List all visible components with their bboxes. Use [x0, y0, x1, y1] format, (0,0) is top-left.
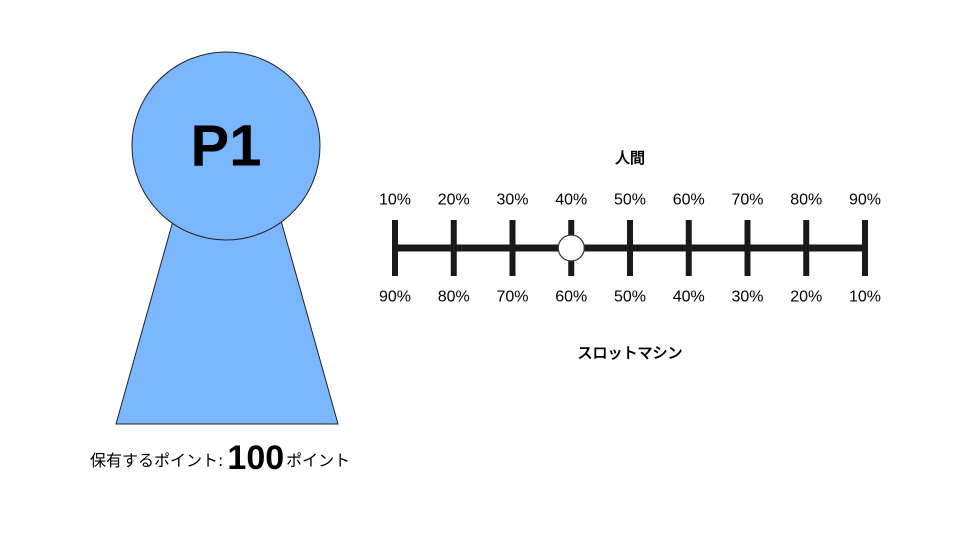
slot-machine-percent-label: 30%: [731, 289, 763, 306]
human-percent-label: 30%: [496, 192, 528, 209]
human-percent-label: 60%: [673, 192, 705, 209]
points-value: 100: [227, 439, 285, 477]
ratio-slider[interactable]: 10% 90% 20% 80% 30% 70% 40% 60% 50% 50% 60% 40% 70% 3…: [379, 192, 881, 306]
slot-machine-percent-label: 60%: [555, 289, 587, 306]
human-percent-label: 40%: [555, 192, 587, 209]
slot-machine-percent-label: 90%: [379, 289, 411, 306]
points-display: 保有するポイント: 100 ポイント: [90, 438, 350, 478]
human-axis-title: 人間: [615, 149, 645, 167]
human-percent-label: 80%: [790, 192, 822, 209]
slot-machine-axis-title: スロットマシン: [577, 344, 682, 362]
human-percent-label: 10%: [379, 192, 411, 209]
points-prefix: 保有するポイント:: [90, 451, 224, 470]
human-percent-label: 70%: [731, 192, 763, 209]
human-percent-label: 90%: [849, 192, 881, 209]
human-percent-label: 20%: [438, 192, 470, 209]
slot-machine-percent-label: 70%: [496, 289, 528, 306]
slot-machine-percent-label: 40%: [673, 289, 705, 306]
slot-machine-percent-label: 50%: [614, 289, 646, 306]
slot-machine-percent-label: 20%: [790, 289, 822, 306]
human-percent-label: 50%: [614, 192, 646, 209]
slot-machine-percent-label: 10%: [849, 289, 881, 306]
player-label: P1: [191, 114, 262, 179]
pawn-head: [131, 51, 321, 241]
slot-machine-percent-label: 80%: [438, 289, 470, 306]
pawn-body: [115, 209, 339, 425]
slider-handle[interactable]: [557, 234, 585, 262]
points-unit: ポイント: [286, 451, 351, 470]
player-pawn[interactable]: P1: [115, 51, 339, 425]
